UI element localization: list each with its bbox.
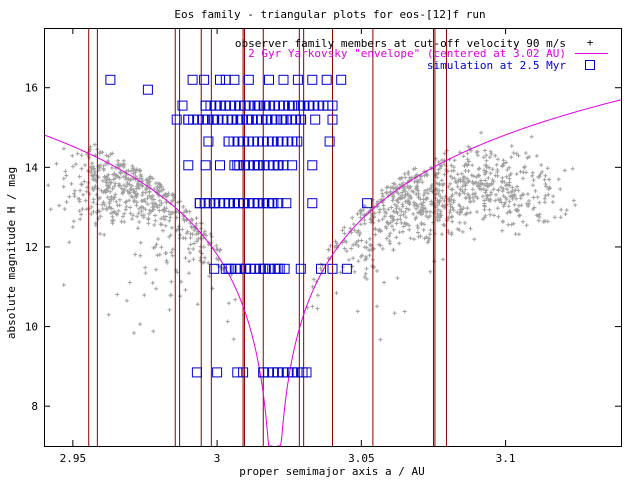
simulation-point <box>310 114 321 125</box>
simulation-point <box>264 74 274 85</box>
y-axis-label: absolute magnitude H / mag <box>5 167 18 339</box>
simulation-point <box>341 263 352 274</box>
simulation-point <box>215 74 225 85</box>
legend-marker-simulation <box>585 60 595 70</box>
x-tick-label: 3.05 <box>348 452 375 465</box>
simulation-point <box>321 74 332 85</box>
simulation-point <box>362 198 373 209</box>
simulation-point <box>296 114 307 125</box>
simulation-point <box>278 74 289 85</box>
x-axis-label: proper semimajor axis a / AU <box>239 465 424 478</box>
envelope-curve-left <box>43 134 273 447</box>
simulation-point <box>278 160 289 171</box>
simulation-point <box>292 74 303 85</box>
simulation-point <box>307 198 318 209</box>
legend-marker-observed: + <box>587 36 594 49</box>
simulation-point <box>327 114 338 125</box>
plot-frame <box>44 28 622 447</box>
simulation-point <box>191 367 202 378</box>
simulation-point <box>243 74 254 85</box>
axis-ticks-layer: 2.95 3 3.05 3.1 8 10 12 14 16 <box>25 28 621 465</box>
observed-family-points <box>46 130 578 342</box>
legend: observer family members at cut-off veloc… <box>235 36 608 72</box>
simulation-point <box>279 263 290 274</box>
simulation-point <box>215 160 225 171</box>
x-tick-label: 3 <box>214 452 221 465</box>
y-tick-label: 16 <box>25 82 38 95</box>
simulation-point <box>336 74 347 85</box>
simulation-point <box>323 100 334 111</box>
simulation-point <box>203 136 214 147</box>
simulation-point <box>327 263 338 274</box>
legend-label-simulation: simulation at 2.5 Myr <box>427 59 566 72</box>
simulation-point <box>209 263 220 274</box>
simulation-point <box>232 367 243 378</box>
simulation-point <box>212 367 223 378</box>
y-tick-label: 10 <box>25 321 38 334</box>
simulation-point <box>229 74 240 85</box>
simulation-point <box>199 74 210 85</box>
simulation-point <box>183 160 194 171</box>
observed-points-layer <box>46 130 578 342</box>
simulation-point <box>142 84 153 95</box>
simulation-point <box>238 367 249 378</box>
simulation-point <box>177 100 188 111</box>
simulation-point <box>105 74 116 85</box>
resonance-lines-layer <box>88 28 447 446</box>
envelope-curve-right <box>277 99 622 447</box>
legend-label-envelope: 2 Gyr Yarkovsky "envelope" (centered at … <box>248 47 566 60</box>
simulation-point <box>316 263 326 274</box>
y-tick-label: 12 <box>25 241 38 254</box>
x-tick-label: 3.1 <box>496 452 516 465</box>
chart-title: Eos family - triangular plots for eos-[1… <box>174 8 485 21</box>
simulation-point <box>324 136 335 147</box>
simulation-point <box>307 160 318 171</box>
simulation-point <box>200 160 211 171</box>
simulation-point <box>292 136 303 147</box>
y-tick-label: 14 <box>25 161 39 174</box>
simulation-point <box>307 74 318 85</box>
simulation-point <box>171 114 182 125</box>
x-tick-label: 2.95 <box>60 452 87 465</box>
simulation-point <box>295 263 306 274</box>
simulation-point <box>297 367 308 378</box>
simulation-point <box>273 198 284 209</box>
simulation-point <box>187 74 198 85</box>
y-tick-label: 8 <box>31 400 38 413</box>
legend-label-observed: observer family members at cut-off veloc… <box>235 37 566 50</box>
envelope-layer <box>43 99 622 447</box>
simulation-point <box>281 198 292 209</box>
simulation-points-layer <box>105 74 373 378</box>
